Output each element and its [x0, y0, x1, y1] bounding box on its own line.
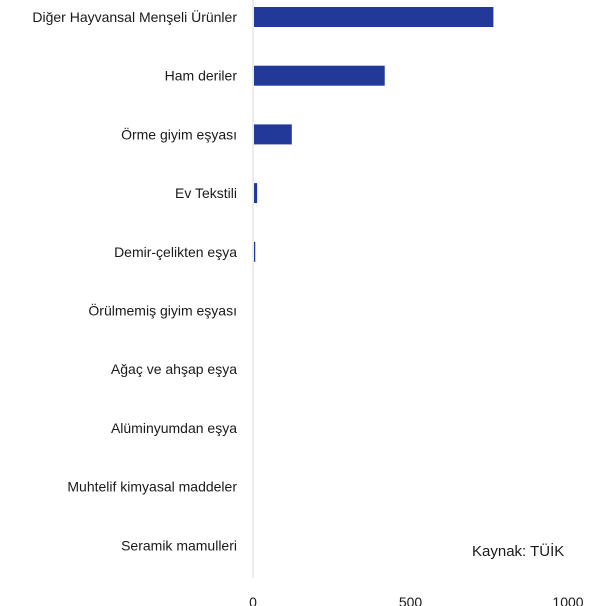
- category-label: Ağaç ve ahşap eşya: [111, 361, 237, 377]
- category-label: Örülmemiş giyim eşyası: [88, 302, 237, 319]
- category-label: Ev Tekstili: [175, 185, 237, 201]
- x-tick-label: 0: [249, 594, 257, 606]
- bar: [254, 7, 494, 27]
- category-label: Diğer Hayvansal Menşeli Ürünler: [32, 8, 237, 25]
- category-label: Seramik mamulleri: [121, 537, 237, 553]
- category-label: Ham deriler: [165, 68, 238, 84]
- x-tick-label: 1000: [552, 594, 583, 606]
- bar: [254, 241, 256, 262]
- category-label: Muhtelif kimyasal maddeler: [67, 479, 237, 495]
- bar: [254, 183, 258, 204]
- category-label: Alüminyumdan eşya: [111, 420, 237, 436]
- category-label: Örme giyim eşyası: [121, 125, 237, 142]
- x-tick-label: 500: [399, 594, 423, 606]
- bar: [254, 124, 292, 145]
- category-label: Demir-çelikten eşya: [114, 244, 237, 260]
- bar: [254, 65, 385, 86]
- source-note: Kaynak: TÜİK: [472, 543, 565, 560]
